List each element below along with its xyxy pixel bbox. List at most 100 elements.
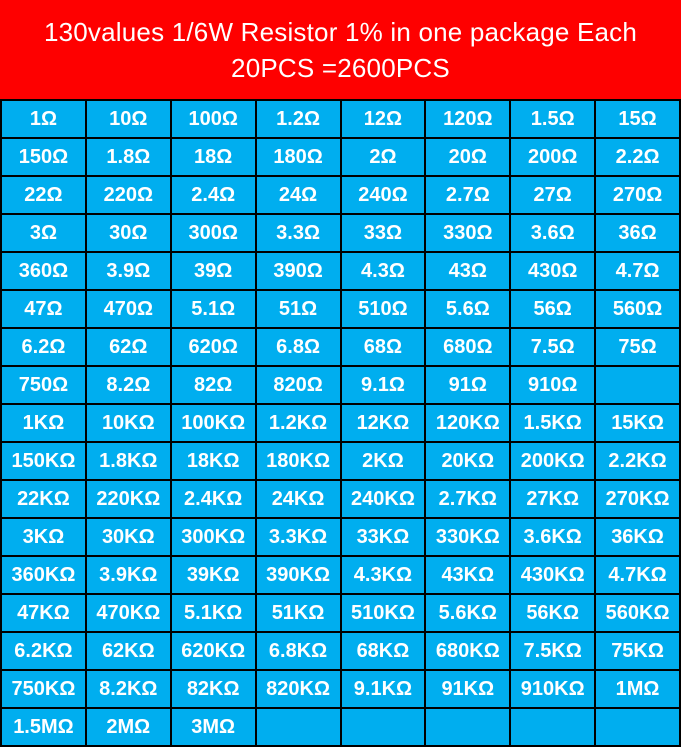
resistor-value-cell: 36KΩ [594, 517, 681, 557]
resistor-value-cell: 2Ω [339, 137, 427, 177]
resistor-value-cell: 30KΩ [84, 517, 172, 557]
resistor-value-cell: 3.3KΩ [254, 517, 342, 557]
resistor-value-cell: 4.7Ω [594, 251, 681, 291]
table-row: 750Ω 8.2Ω 82Ω 820Ω 9.1Ω 91Ω 910Ω [0, 365, 681, 405]
resistor-value-cell: 62Ω [84, 327, 172, 367]
resistor-value-cell: 910Ω [509, 365, 597, 405]
title-line-2: 20PCS =2600PCS [231, 53, 450, 83]
table-row: 1KΩ 10KΩ 100KΩ 1.2KΩ 12KΩ 120KΩ 1.5KΩ 15KΩ [0, 403, 681, 443]
resistor-value-cell: 68Ω [339, 327, 427, 367]
resistor-value-cell: 620KΩ [169, 631, 257, 671]
resistor-value-cell: 47KΩ [0, 593, 87, 633]
resistor-value-cell: 2.7KΩ [424, 479, 512, 519]
table-row: 1Ω 10Ω 100Ω 1.2Ω 12Ω 120Ω 1.5Ω 15Ω [0, 99, 681, 139]
resistor-value-cell: 2.4Ω [169, 175, 257, 215]
resistor-value-cell: 15KΩ [594, 403, 681, 443]
resistor-value-cell: 91KΩ [424, 669, 512, 709]
table-row: 1.5MΩ 2MΩ 3MΩ [0, 707, 681, 747]
resistor-value-cell: 3.6Ω [509, 213, 597, 253]
resistor-value-cell: 390Ω [254, 251, 342, 291]
table-row: 22KΩ 220KΩ 2.4KΩ 24KΩ 240KΩ 2.7KΩ 27KΩ 270KΩ [0, 479, 681, 519]
resistor-value-cell: 91Ω [424, 365, 512, 405]
resistor-value-cell: 300KΩ [169, 517, 257, 557]
title-banner: 130values 1/6W Resistor 1% in one packag… [0, 0, 681, 99]
resistor-value-cell: 2MΩ [84, 707, 172, 747]
resistor-value-cell: 6.2KΩ [0, 631, 87, 671]
resistor-value-cell: 1MΩ [594, 669, 681, 709]
resistor-value-cell: 2.2KΩ [594, 441, 681, 481]
table-row: 3KΩ 30KΩ 300KΩ 3.3KΩ 33KΩ 330KΩ 3.6KΩ 36KΩ [0, 517, 681, 557]
resistor-value-cell: 68KΩ [339, 631, 427, 671]
resistor-value-cell: 150Ω [0, 137, 87, 177]
resistor-value-cell: 3.6KΩ [509, 517, 597, 557]
table-row: 47Ω 470Ω 5.1Ω 51Ω 510Ω 5.6Ω 56Ω 560Ω [0, 289, 681, 329]
resistor-value-cell: 200Ω [509, 137, 597, 177]
resistor-value-cell: 82KΩ [169, 669, 257, 709]
table-row: 47KΩ 470KΩ 5.1KΩ 51KΩ 510KΩ 5.6KΩ 56KΩ 560KΩ [0, 593, 681, 633]
resistor-value-cell: 470KΩ [84, 593, 172, 633]
table-row: 3Ω 30Ω 300Ω 3.3Ω 33Ω 330Ω 3.6Ω 36Ω [0, 213, 681, 253]
resistor-value-cell: 22Ω [0, 175, 87, 215]
resistor-value-cell: 51KΩ [254, 593, 342, 633]
resistor-value-cell: 24KΩ [254, 479, 342, 519]
resistor-value-cell: 180Ω [254, 137, 342, 177]
resistor-value-cell: 390KΩ [254, 555, 342, 595]
resistor-value-cell: 8.2KΩ [84, 669, 172, 709]
resistor-value-cell: 120KΩ [424, 403, 512, 443]
resistor-value-cell: 270Ω [594, 175, 681, 215]
resistor-value-cell: 180KΩ [254, 441, 342, 481]
resistor-value-cell: 680Ω [424, 327, 512, 367]
resistor-value-cell: 20Ω [424, 137, 512, 177]
resistor-value-cell: 510KΩ [339, 593, 427, 633]
resistor-value-cell: 20KΩ [424, 441, 512, 481]
resistor-value-cell: 39Ω [169, 251, 257, 291]
empty-cell [509, 707, 597, 747]
resistor-value-cell: 22KΩ [0, 479, 87, 519]
resistor-value-cell: 620Ω [169, 327, 257, 367]
resistor-value-cell: 120Ω [424, 99, 512, 139]
resistor-value-cell: 510Ω [339, 289, 427, 329]
resistor-value-cell: 27Ω [509, 175, 597, 215]
resistor-value-cell: 30Ω [84, 213, 172, 253]
resistor-value-cell: 560Ω [594, 289, 681, 329]
resistor-value-cell: 330KΩ [424, 517, 512, 557]
resistor-value-cell: 33Ω [339, 213, 427, 253]
resistor-value-cell: 18Ω [169, 137, 257, 177]
resistor-value-cell: 15Ω [594, 99, 681, 139]
resistor-value-cell: 6.2Ω [0, 327, 87, 367]
resistor-value-cell: 5.6KΩ [424, 593, 512, 633]
resistor-value-cell: 7.5Ω [509, 327, 597, 367]
resistor-value-cell: 27KΩ [509, 479, 597, 519]
resistor-value-cell: 240Ω [339, 175, 427, 215]
resistor-value-cell: 8.2Ω [84, 365, 172, 405]
table-row: 750KΩ 8.2KΩ 82KΩ 820KΩ 9.1KΩ 91KΩ 910KΩ 1MΩ [0, 669, 681, 709]
resistor-value-cell: 5.6Ω [424, 289, 512, 329]
table-row: 150KΩ 1.8KΩ 18KΩ 180KΩ 2KΩ 20KΩ 200KΩ 2.2KΩ [0, 441, 681, 481]
resistor-value-cell: 24Ω [254, 175, 342, 215]
resistor-value-cell: 2.7Ω [424, 175, 512, 215]
resistor-value-cell: 360Ω [0, 251, 87, 291]
resistor-value-cell: 3Ω [0, 213, 87, 253]
resistor-value-cell: 75KΩ [594, 631, 681, 671]
resistor-value-cell: 750KΩ [0, 669, 87, 709]
resistor-value-cell: 5.1Ω [169, 289, 257, 329]
resistor-value-cell: 820KΩ [254, 669, 342, 709]
resistor-value-cell: 1.5MΩ [0, 707, 87, 747]
resistor-value-cell: 910KΩ [509, 669, 597, 709]
resistor-value-cell: 62KΩ [84, 631, 172, 671]
resistor-value-cell: 1Ω [0, 99, 87, 139]
table-row: 360KΩ 3.9KΩ 39KΩ 390KΩ 4.3KΩ 43KΩ 430KΩ 4.7KΩ [0, 555, 681, 595]
resistor-value-cell: 43KΩ [424, 555, 512, 595]
table-row: 6.2KΩ 62KΩ 620KΩ 6.8KΩ 68KΩ 680KΩ 7.5KΩ 75KΩ [0, 631, 681, 671]
resistor-value-cell: 2KΩ [339, 441, 427, 481]
resistor-value-cell: 39KΩ [169, 555, 257, 595]
resistor-value-cell: 10KΩ [84, 403, 172, 443]
resistor-value-cell: 51Ω [254, 289, 342, 329]
resistor-value-cell: 360KΩ [0, 555, 87, 595]
resistor-value-cell: 200KΩ [509, 441, 597, 481]
empty-cell [594, 365, 681, 405]
resistor-value-cell: 43Ω [424, 251, 512, 291]
resistor-value-cell: 100KΩ [169, 403, 257, 443]
resistor-value-cell: 750Ω [0, 365, 87, 405]
resistor-value-cell: 330Ω [424, 213, 512, 253]
